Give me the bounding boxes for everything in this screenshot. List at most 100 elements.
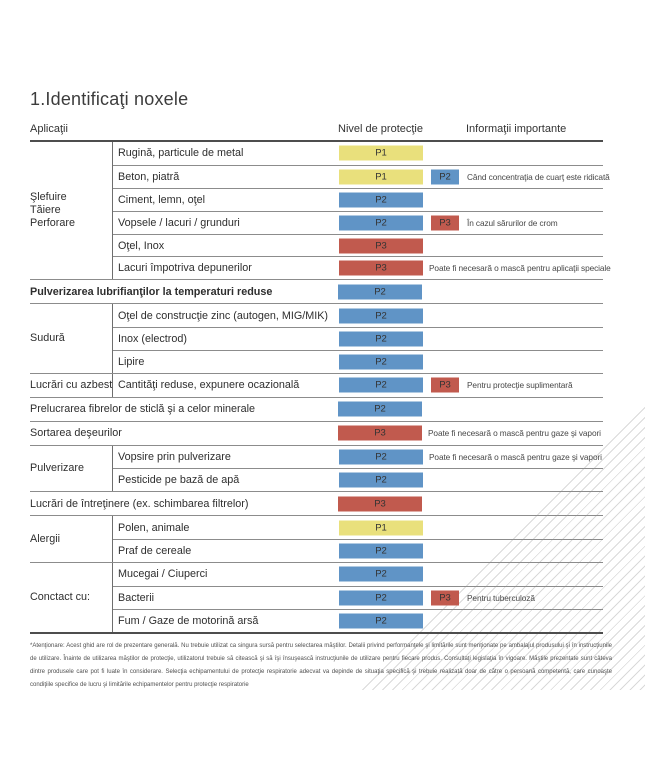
protection-badge-p3: P3 <box>338 496 422 512</box>
group-rows: Oţel de construcţie zinc (autogen, MIG/M… <box>113 304 603 373</box>
protection-badge-p3: P3 <box>431 377 459 393</box>
table-row: Sortarea deşeurilor P3 Poate fi necesară o… <box>30 422 603 445</box>
protection-badge-p2: P2 <box>339 472 423 488</box>
table-row: Lipire P2 <box>113 350 603 373</box>
table-group: Lucrări de întreţinere (ex. schimbarea f… <box>30 492 603 517</box>
row-info: Pentru protecţie suplimentară <box>467 380 573 391</box>
row-label: Polen, animale <box>118 521 190 534</box>
category-cell: Alergii <box>30 516 113 563</box>
protection-badge-p2: P2 <box>339 613 423 629</box>
protection-badge-p2: P2 <box>339 543 423 559</box>
table-row: Vopsele / lacuri / grunduri P2 P3 În cazul … <box>113 210 603 234</box>
protection-badge-p2: P2 <box>339 331 423 347</box>
row-label: Oţel, Inox <box>118 239 165 252</box>
row-label: Oţel de construcţie zinc (autogen, MIG/M… <box>118 309 329 322</box>
table-row: Vopsire prin pulverizare P2 Poate fi neces… <box>113 446 603 469</box>
category-cell: Şlefuire Tăiere Perforare <box>30 142 113 280</box>
group-rows: Mucegai / Ciuperci P2 Bacterii P2 P3 Pentru t… <box>113 563 603 632</box>
row-info: Poate fi necesară o mască pentru gaze şi… <box>429 452 602 463</box>
table-row: Prelucrarea fibrelor de sticlă şi a celo… <box>30 398 603 421</box>
category-cell: Pulverizare <box>30 445 113 492</box>
table-row: Inox (electrod) P2 <box>113 327 603 350</box>
group-rows: Lucrări de întreţinere (ex. schimbarea f… <box>30 492 603 515</box>
protection-badge-p3: P3 <box>339 238 423 253</box>
protection-badge-p2: P2 <box>338 401 422 417</box>
table-group: Prelucrarea fibrelor de sticlă şi a celo… <box>30 398 603 422</box>
table-row: Lacuri împotriva depunerilor P3 Poate fi n… <box>113 256 611 279</box>
group-rows: Cantităţi reduse, expunere ocazională P2 P… <box>113 374 603 397</box>
protection-badge-p2: P2 <box>431 169 459 185</box>
table-row: Ciment, lemn, oţel P2 <box>113 187 603 211</box>
row-info: Când concentraţia de cuarţ este ridicată <box>467 171 610 182</box>
row-label: Sortarea deşeurilor <box>30 427 122 440</box>
category-label: Conctact cu: <box>30 590 91 603</box>
row-label: Vopsele / lacuri / grunduri <box>118 216 240 229</box>
table-row: Pesticide pe bază de apă P2 <box>113 468 603 491</box>
column-header-protection-level: Nivel de protecţie <box>338 123 423 135</box>
row-label: Rugină, particule de metal <box>118 147 244 160</box>
table-row: Polen, animale P1 <box>113 516 603 539</box>
table-group: Sudură Oţel de construcţie zinc (autogen,… <box>30 304 603 374</box>
row-label: Lacuri împotriva depunerilor <box>118 262 252 275</box>
category-label: Alergii <box>30 532 61 545</box>
protection-badge-p1: P1 <box>339 145 423 161</box>
page-title: 1.Identificaţi noxele <box>30 89 189 109</box>
group-rows: Rugină, particule de metal P1 Beton, piatr… <box>113 142 611 279</box>
row-label: Ciment, lemn, oţel <box>118 193 206 206</box>
row-label: Praf de cereale <box>118 545 192 558</box>
table-group: Alergii Polen, animale P1 Praf de cereale P2 <box>30 516 603 564</box>
table-group: Pulverizare Vopsire prin pulverizare P2 Poa… <box>30 445 603 493</box>
row-info: Pentru tuberculoză <box>467 592 535 603</box>
row-label: Lipire <box>118 355 145 368</box>
row-label: Prelucrarea fibrelor de sticlă şi a celo… <box>30 403 256 416</box>
table-row: Pulverizarea lubrifianţilor la temperatu… <box>30 280 603 303</box>
protection-badge-p2: P2 <box>339 192 423 208</box>
row-info: În cazul sărurilor de crom <box>467 217 558 228</box>
row-label: Mucegai / Ciuperci <box>118 568 208 581</box>
table-row: Beton, piatră P1 P2 Când concentraţia de cu… <box>113 164 610 188</box>
category-cell: Sudură <box>30 304 113 373</box>
row-label: Vopsire prin pulverizare <box>118 451 231 464</box>
group-rows: Pulverizarea lubrifianţilor la temperatu… <box>30 280 603 303</box>
group-rows: Polen, animale P1 Praf de cereale P2 <box>113 516 603 562</box>
table-body: Şlefuire Tăiere Perforare Rugină, particu… <box>30 142 611 634</box>
table-group: Sortarea deşeurilor P3 Poate fi necesară o… <box>30 422 603 446</box>
protection-badge-p2: P2 <box>338 284 422 300</box>
table-group: Şlefuire Tăiere Perforare Rugină, particu… <box>30 142 611 281</box>
row-label: Pesticide pe bază de apă <box>118 474 240 487</box>
category-cell: Lucrări cu azbest <box>30 373 113 397</box>
table-header: Aplicaţii Nivel de protecţie Informaţii … <box>30 120 603 142</box>
column-header-applications: Aplicaţii <box>30 123 68 135</box>
table-row: Mucegai / Ciuperci P2 <box>113 563 603 586</box>
protection-badge-p3: P3 <box>338 425 422 441</box>
group-rows: Vopsire prin pulverizare P2 Poate fi neces… <box>113 446 603 492</box>
table-row: Cantităţi reduse, expunere ocazională P2 P… <box>113 374 603 397</box>
row-label: Inox (electrod) <box>118 333 188 346</box>
table-row: Lucrări de întreţinere (ex. schimbarea f… <box>30 492 603 515</box>
table-row: Fum / Gaze de motorină arsă P2 <box>113 608 603 632</box>
category-label: Şlefuire Tăiere Perforare <box>30 191 76 230</box>
table-group: Lucrări cu azbest Cantităţi reduse, expun… <box>30 373 603 398</box>
row-label: Bacterii <box>118 591 155 604</box>
disclaimer-footnote: *Atenţionare: Acest ghid are rol de prez… <box>30 643 612 688</box>
column-header-important-info: Informaţii importante <box>466 123 567 135</box>
protection-badge-p3: P3 <box>431 590 459 606</box>
table-row: Bacterii P2 P3 Pentru tuberculoză <box>113 585 603 609</box>
table-row: Oţel, Inox P3 <box>113 233 603 257</box>
row-label: Beton, piatră <box>118 170 180 183</box>
row-label: Lucrări de întreţinere (ex. schimbarea f… <box>30 497 249 510</box>
protection-badge-p2: P2 <box>339 566 423 582</box>
protection-badge-p1: P1 <box>339 169 423 185</box>
protection-badge-p2: P2 <box>339 308 423 324</box>
category-label: Pulverizare <box>30 461 85 474</box>
row-label: Fum / Gaze de motorină arsă <box>118 614 259 627</box>
protection-badge-p2: P2 <box>339 215 423 231</box>
row-label: Pulverizarea lubrifianţilor la temperatu… <box>30 285 273 298</box>
table-row: Praf de cereale P2 <box>113 539 603 562</box>
row-info: Poate fi necesară o mască pentru aplicaţ… <box>429 263 611 274</box>
group-rows: Prelucrarea fibrelor de sticlă şi a celo… <box>30 398 603 421</box>
category-cell: Conctact cu: <box>30 563 113 632</box>
protection-badge-p2: P2 <box>339 354 423 370</box>
table-row: Oţel de construcţie zinc (autogen, MIG/M… <box>113 304 603 327</box>
